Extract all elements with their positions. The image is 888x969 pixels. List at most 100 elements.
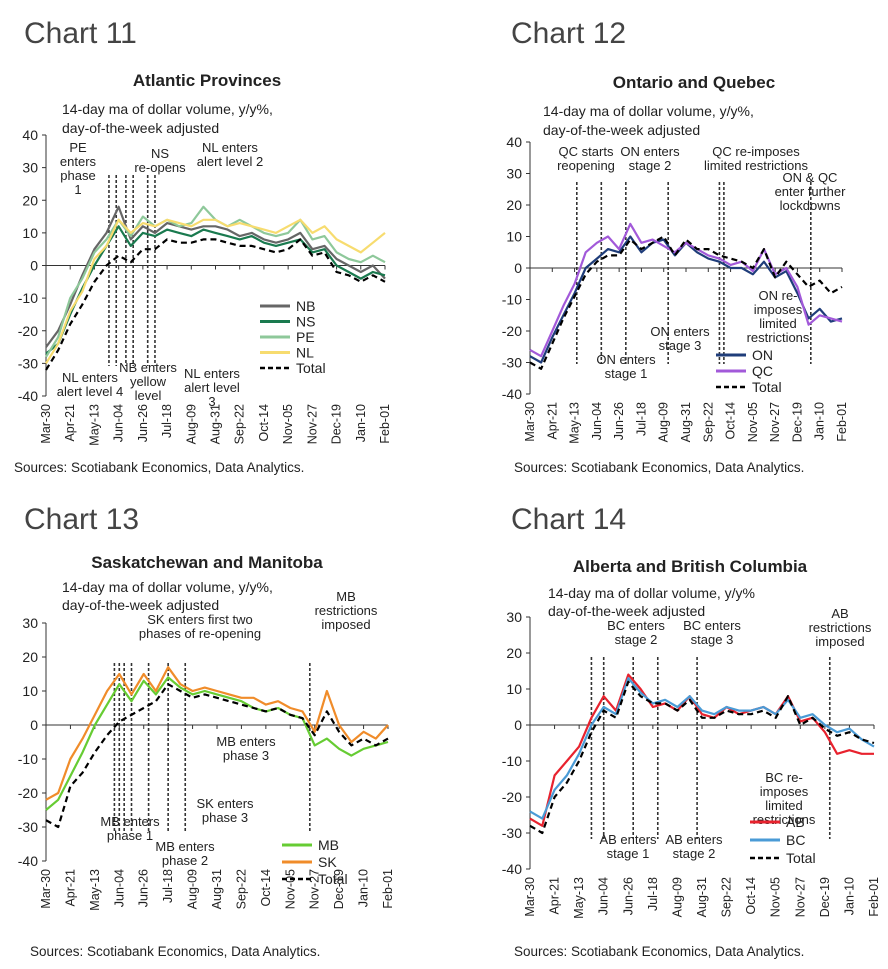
annotation-line: MB bbox=[336, 589, 356, 604]
annotation-line: NB enters bbox=[119, 360, 177, 375]
source-note: Sources: Scotiabank Economics, Data Anal… bbox=[30, 944, 320, 959]
x-tick-label: Jan-10 bbox=[354, 404, 368, 442]
x-tick-label: Nov-05 bbox=[283, 869, 297, 909]
x-tick-label: Jul-18 bbox=[634, 402, 648, 436]
y-tick-label: -30 bbox=[18, 355, 38, 371]
legend-label-bc: BC bbox=[786, 832, 805, 848]
source-note: Sources: Scotiabank Economics, Data Anal… bbox=[514, 460, 804, 475]
series-line-bc bbox=[529, 677, 875, 820]
panel-title: Chart 13 bbox=[24, 503, 139, 536]
annotation-line: restrictions bbox=[753, 812, 816, 827]
annotation-line: stage 2 bbox=[615, 632, 658, 647]
chart-panel-14: Chart 14 Alberta and British Columbia 14-d… bbox=[502, 503, 881, 959]
y-tick-label: 0 bbox=[30, 717, 38, 733]
annotation-line: AB enters bbox=[599, 832, 657, 847]
y-tick-label: 30 bbox=[22, 160, 38, 176]
y-tick-label: 30 bbox=[22, 615, 38, 631]
chart-panel-11: Chart 11 Atlantic Provinces 14-day ma of d… bbox=[14, 17, 392, 475]
legend-label-ns: NS bbox=[296, 314, 315, 330]
annotation-line: enters bbox=[60, 154, 97, 169]
annotation-line: QC re-imposes bbox=[712, 144, 800, 159]
x-tick-label: Jul-18 bbox=[161, 869, 175, 903]
x-tick-label: Jul-18 bbox=[160, 404, 174, 438]
annotation-line: NS bbox=[151, 146, 169, 161]
legend-label-ab: AB bbox=[786, 814, 805, 830]
legend-label-total: Total bbox=[318, 871, 348, 887]
legend-label-pe: PE bbox=[296, 329, 315, 345]
series-line-mb bbox=[45, 676, 389, 811]
annotation-line: NL enters bbox=[184, 366, 240, 381]
x-tick-label: Jun-04 bbox=[590, 402, 604, 440]
annotation-line: alert level bbox=[184, 380, 240, 395]
y-tick-label: -10 bbox=[502, 292, 522, 308]
x-tick-label: May-13 bbox=[88, 869, 102, 911]
x-tick-label: Nov-05 bbox=[769, 877, 783, 917]
series-line-total bbox=[45, 238, 386, 371]
y-tick-label: -30 bbox=[18, 819, 38, 835]
y-tick-label: 30 bbox=[506, 609, 522, 625]
y-tick-label: 20 bbox=[22, 649, 38, 665]
chart-subtitle-line-1: day-of-the-week adjusted bbox=[62, 597, 219, 613]
x-tick-label: May-13 bbox=[572, 877, 586, 919]
annotation-line: NL enters bbox=[62, 370, 118, 385]
chart-subtitle-line-0: 14-day ma of dollar volume, y/y% bbox=[548, 585, 755, 601]
annotation-line: ON & QC bbox=[783, 170, 838, 185]
y-tick-label: -20 bbox=[18, 785, 38, 801]
y-tick-label: 10 bbox=[22, 683, 38, 699]
chart-subtitle-line-0: 14-day ma of dollar volume, y/y%, bbox=[62, 579, 273, 595]
x-tick-label: Dec-19 bbox=[790, 402, 804, 442]
annotation-line: stage 3 bbox=[659, 338, 702, 353]
series-line-pe bbox=[45, 205, 386, 358]
y-tick-label: 20 bbox=[506, 197, 522, 213]
x-tick-label: Oct-14 bbox=[257, 404, 271, 442]
chart-subtitle-line-1: day-of-the-week adjusted bbox=[548, 603, 705, 619]
chart-panel-12: Chart 12 Ontario and Quebec 14-day ma of d… bbox=[502, 17, 849, 475]
x-tick-label: Nov-05 bbox=[746, 402, 760, 442]
series-line-total bbox=[45, 683, 389, 829]
source-note: Sources: Scotiabank Economics, Data Anal… bbox=[514, 944, 804, 959]
annotation-line: limited bbox=[759, 316, 797, 331]
series-line-nb bbox=[45, 205, 386, 348]
y-tick-label: 20 bbox=[22, 192, 38, 208]
x-tick-label: Oct-14 bbox=[724, 402, 738, 440]
x-tick-label: Apr-21 bbox=[545, 402, 559, 440]
x-tick-label: Aug-09 bbox=[184, 404, 198, 444]
annotation-line: AB bbox=[831, 606, 848, 621]
x-tick-label: Mar-30 bbox=[39, 404, 53, 444]
annotation-line: phase bbox=[60, 168, 95, 183]
annotation-line: NL enters bbox=[202, 140, 258, 155]
x-tick-label: May-13 bbox=[568, 402, 582, 444]
x-tick-label: Sep-22 bbox=[233, 404, 247, 444]
annotation-line: imposed bbox=[815, 634, 864, 649]
annotation-line: limited bbox=[765, 798, 803, 813]
annotation-line: BC enters bbox=[683, 618, 741, 633]
x-tick-label: Jun-04 bbox=[597, 877, 611, 915]
annotation-line: restrictions bbox=[747, 330, 810, 345]
series-line-ns bbox=[45, 225, 386, 355]
x-tick-label: Jan-10 bbox=[813, 402, 827, 440]
x-tick-label: Apr-21 bbox=[63, 404, 77, 442]
y-tick-label: -10 bbox=[18, 290, 38, 306]
x-tick-label: Mar-30 bbox=[523, 877, 537, 917]
chart-subtitle-line-1: day-of-the-week adjusted bbox=[543, 122, 700, 138]
annotation-line: SK enters bbox=[196, 796, 254, 811]
annotation-line: restrictions bbox=[809, 620, 872, 635]
y-tick-label: -40 bbox=[18, 388, 38, 404]
y-tick-label: -30 bbox=[502, 355, 522, 371]
chart-title: Saskatchewan and Manitoba bbox=[91, 553, 323, 572]
legend-label-total: Total bbox=[296, 360, 326, 376]
x-tick-label: Nov-05 bbox=[281, 404, 295, 444]
annotation-line: restrictions bbox=[315, 603, 378, 618]
y-tick-label: -20 bbox=[502, 323, 522, 339]
x-tick-label: Dec-19 bbox=[818, 877, 832, 917]
x-tick-label: Jun-26 bbox=[136, 404, 150, 442]
panel-title: Chart 11 bbox=[24, 17, 137, 50]
x-tick-label: Dec-19 bbox=[332, 869, 346, 909]
chart-title: Atlantic Provinces bbox=[133, 71, 281, 90]
annotation-line: MB enters bbox=[216, 734, 276, 749]
legend-label-qc: QC bbox=[752, 363, 773, 379]
x-tick-label: Mar-30 bbox=[523, 402, 537, 442]
series-line-nl bbox=[45, 218, 386, 364]
series-line-qc bbox=[529, 222, 843, 358]
